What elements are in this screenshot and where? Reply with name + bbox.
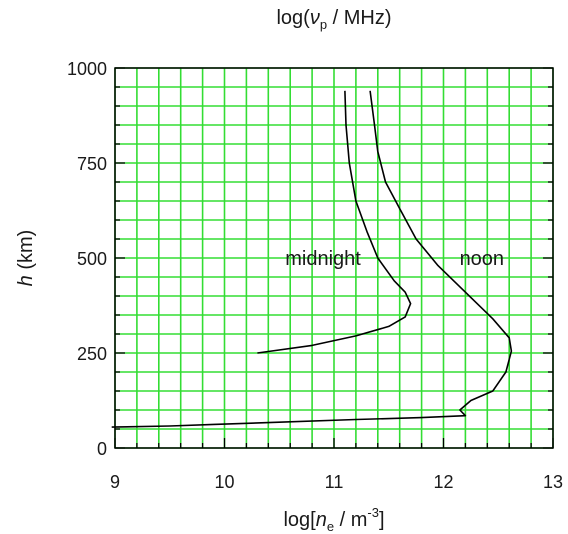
- y-tick-label: 750: [77, 154, 107, 174]
- curves: [111, 90, 513, 428]
- annotation-midnight: midnight: [285, 248, 361, 270]
- series-noon: [111, 90, 513, 428]
- top-axis-title: log(νp / MHz): [276, 7, 391, 32]
- x-tick-label: 10: [214, 472, 234, 492]
- annotation-noon: noon: [460, 248, 505, 270]
- y-tick-label: 250: [77, 344, 107, 364]
- axis-ticks: [114, 67, 554, 449]
- y-tick-label: 500: [77, 249, 107, 269]
- series-midnight: [257, 90, 412, 354]
- annotations: midnight noon: [285, 248, 504, 270]
- x-tick-label: 11: [325, 472, 344, 492]
- y-axis-title: h (km): [15, 230, 37, 287]
- x-tick-label: 12: [433, 472, 453, 492]
- x-axis-title: log[ne / m-3]: [283, 505, 384, 534]
- y-tick-label: 1000: [67, 59, 107, 79]
- x-tick-label: 13: [543, 472, 563, 492]
- x-tick-label: 9: [110, 472, 120, 492]
- y-tick-label: 0: [97, 439, 107, 459]
